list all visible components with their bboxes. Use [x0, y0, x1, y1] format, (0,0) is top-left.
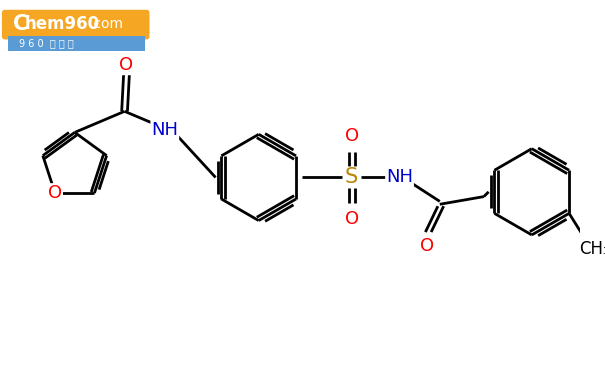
- Text: O: O: [48, 184, 62, 202]
- Text: O: O: [420, 237, 434, 255]
- Text: 9 6 0  化 工 网: 9 6 0 化 工 网: [19, 38, 74, 48]
- Text: O: O: [345, 210, 359, 228]
- Text: O: O: [345, 127, 359, 145]
- FancyBboxPatch shape: [2, 10, 149, 39]
- Text: CH₃: CH₃: [579, 240, 605, 258]
- Text: S: S: [345, 168, 358, 188]
- Text: NH: NH: [386, 168, 413, 186]
- Text: hem960: hem960: [25, 15, 100, 33]
- Text: NH: NH: [151, 122, 178, 140]
- Bar: [8, 36, 145, 51]
- Text: .com: .com: [89, 17, 123, 31]
- Text: O: O: [119, 56, 134, 74]
- Text: C: C: [13, 14, 28, 34]
